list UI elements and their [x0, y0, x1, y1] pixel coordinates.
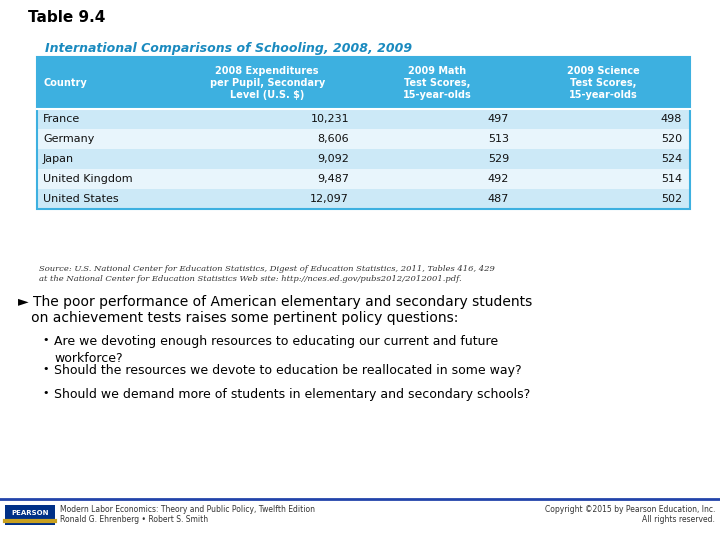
Text: United States: United States [43, 194, 119, 204]
Text: 8,606: 8,606 [318, 134, 349, 144]
Text: ► The poor performance of American elementary and secondary students: ► The poor performance of American eleme… [18, 295, 532, 309]
Text: 497: 497 [487, 114, 509, 124]
Bar [37, 57, 690, 209]
Text: Are we devoting enough resources to educating our current and future
workforce?: Are we devoting enough resources to educ… [54, 335, 498, 365]
Text: 487: 487 [487, 194, 509, 204]
Text: Modern Labor Economics: Theory and Public Policy, Twelfth Edition: Modern Labor Economics: Theory and Publi… [60, 505, 315, 514]
Text: 10,231: 10,231 [310, 114, 349, 124]
Text: Ronald G. Ehrenberg • Robert S. Smith: Ronald G. Ehrenberg • Robert S. Smith [60, 515, 208, 524]
Text: International Comparisons of Schooling, 2008, 2009: International Comparisons of Schooling, … [45, 42, 412, 55]
Text: 498: 498 [661, 114, 682, 124]
Text: Copyright ©2015 by Pearson Education, Inc.: Copyright ©2015 by Pearson Education, In… [544, 505, 715, 514]
Text: 9,092: 9,092 [317, 154, 349, 164]
Bar [5, 505, 55, 525]
Text: 9,487: 9,487 [317, 174, 349, 184]
Text: 514: 514 [661, 174, 682, 184]
Bar [37, 57, 690, 109]
Text: Japan: Japan [43, 154, 74, 164]
Text: 520: 520 [661, 134, 682, 144]
Text: Country: Country [43, 78, 86, 88]
Text: 524: 524 [661, 154, 682, 164]
Bar [37, 129, 690, 149]
Text: •: • [42, 364, 48, 374]
Text: 502: 502 [661, 194, 682, 204]
Text: 2009 Science
Test Scores,
15-year-olds: 2009 Science Test Scores, 15-year-olds [567, 65, 640, 100]
Text: Should we demand more of students in elementary and secondary schools?: Should we demand more of students in ele… [54, 388, 530, 401]
Text: 12,097: 12,097 [310, 194, 349, 204]
Text: 2009 Math
Test Scores,
15-year-olds: 2009 Math Test Scores, 15-year-olds [402, 65, 472, 100]
Text: •: • [42, 335, 48, 345]
Text: PEARSON: PEARSON [12, 510, 49, 516]
Text: Should the resources we devote to education be reallocated in some way?: Should the resources we devote to educat… [54, 364, 521, 377]
Text: •: • [42, 388, 48, 398]
Bar [37, 109, 690, 129]
Text: All rights reserved.: All rights reserved. [642, 515, 715, 524]
Text: France: France [43, 114, 80, 124]
Text: 2008 Expenditures
per Pupil, Secondary
Level (U.S. $): 2008 Expenditures per Pupil, Secondary L… [210, 65, 325, 100]
Text: 492: 492 [487, 174, 509, 184]
Text: United Kingdom: United Kingdom [43, 174, 132, 184]
Text: Germany: Germany [43, 134, 94, 144]
Text: Table 9.4: Table 9.4 [28, 10, 105, 25]
Bar [37, 169, 690, 189]
Bar [37, 149, 690, 169]
Bar [37, 189, 690, 209]
Text: Source: U.S. National Center for Education Statistics, Digest of Education Stati: Source: U.S. National Center for Educati… [39, 265, 495, 284]
Text: 529: 529 [487, 154, 509, 164]
Text: on achievement tests raises some pertinent policy questions:: on achievement tests raises some pertine… [18, 311, 459, 325]
Text: 513: 513 [488, 134, 509, 144]
